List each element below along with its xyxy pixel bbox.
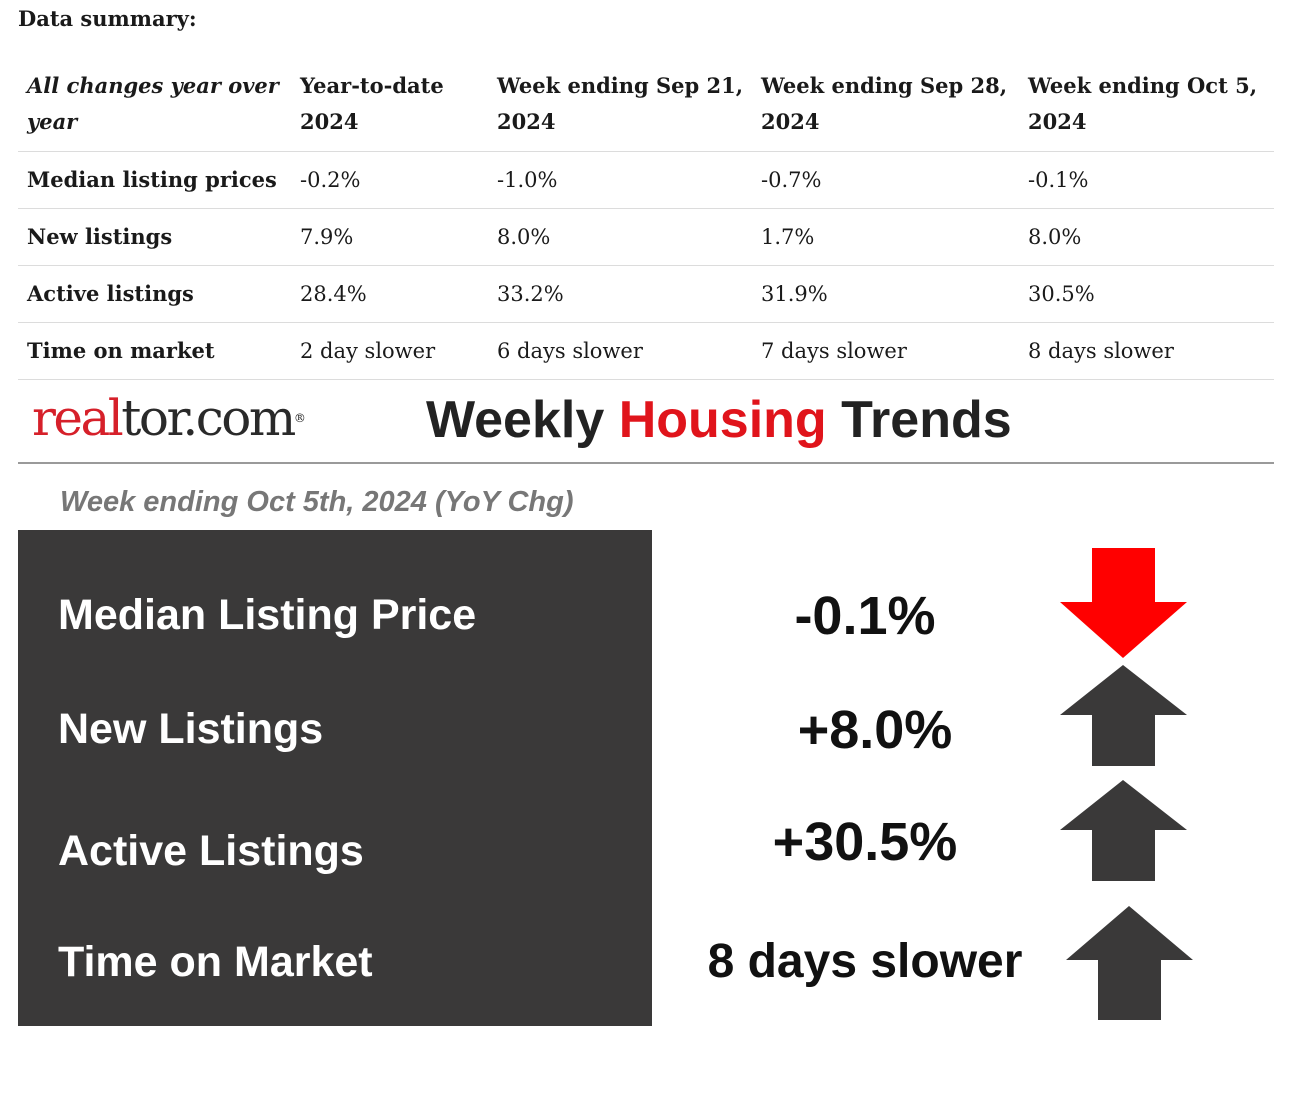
table-cell: -0.1%	[1019, 151, 1274, 209]
column-header: Week ending Sep 21, 2024	[488, 62, 752, 152]
weekly-housing-trends-infographic: realtor.com® Weekly Housing Trends Week …	[0, 380, 1292, 1096]
row-header: New listings	[18, 208, 291, 266]
title-part-1: Weekly	[426, 391, 619, 449]
row-header: Time on market	[18, 322, 291, 380]
arrow-down-shape	[1060, 548, 1187, 658]
metric-value-active-listings: +30.5%	[772, 812, 958, 872]
column-header: Year-to-date 2024	[291, 62, 488, 152]
column-header: Week ending Oct 5, 2024	[1019, 62, 1274, 152]
infographic-title: Weekly Housing Trends	[426, 390, 1012, 450]
arrow-up-shape	[1060, 780, 1187, 881]
logo-text-red: real	[32, 389, 124, 447]
table-cell: 6 days slower	[488, 322, 752, 380]
table-cell: 1.7%	[752, 208, 1019, 266]
arrow-up-icon	[1066, 906, 1193, 1020]
arrow-up-shape	[1060, 665, 1187, 766]
column-header: Week ending Sep 28, 2024	[752, 62, 1019, 152]
realtor-logo: realtor.com®	[32, 388, 306, 448]
registered-mark: ®	[293, 411, 306, 425]
table-cell: -0.2%	[291, 151, 488, 209]
table-cell: 28.4%	[291, 265, 488, 323]
table-row: Active listings 28.4% 33.2% 31.9% 30.5%	[18, 265, 1274, 323]
metric-labels-panel	[18, 530, 652, 1026]
metric-value-time-on-market: 8 days slower	[707, 935, 1023, 988]
title-part-2: Trends	[826, 391, 1012, 449]
metric-label-active-listings: Active Listings	[58, 827, 364, 875]
table-row: New listings 7.9% 8.0% 1.7% 8.0%	[18, 208, 1274, 266]
arrow-up-shape	[1066, 906, 1193, 1020]
row-header: Active listings	[18, 265, 291, 323]
title-accent: Housing	[618, 391, 827, 449]
metric-label-new-listings: New Listings	[58, 705, 324, 753]
table-cell: 33.2%	[488, 265, 752, 323]
metric-label-time-on-market: Time on Market	[58, 938, 373, 986]
metric-value-new-listings: +8.0%	[797, 700, 953, 760]
table-cell: 7 days slower	[752, 322, 1019, 380]
metric-value-median-listing-price: -0.1%	[794, 586, 936, 646]
logo-text-dark: tor.com	[121, 389, 296, 447]
table-row: Time on market 2 day slower 6 days slowe…	[18, 322, 1274, 380]
metric-label-median-listing-price: Median Listing Price	[58, 591, 477, 639]
table-cell: -0.7%	[752, 151, 1019, 209]
table-cell: 8.0%	[1019, 208, 1274, 266]
data-summary-heading: Data summary:	[18, 6, 197, 31]
table-cell: 8 days slower	[1019, 322, 1274, 380]
table-cell: 7.9%	[291, 208, 488, 266]
table-cell: 30.5%	[1019, 265, 1274, 323]
title-divider	[18, 462, 1274, 464]
arrow-down-icon	[1060, 548, 1187, 658]
table-header-row: All changes year over year Year-to-date …	[18, 62, 1274, 152]
arrow-up-icon	[1060, 665, 1187, 766]
table-corner-header: All changes year over year	[18, 62, 291, 152]
table-cell: 31.9%	[752, 265, 1019, 323]
data-summary-table: All changes year over year Year-to-date …	[18, 62, 1274, 380]
arrow-up-icon	[1060, 780, 1187, 881]
week-label: Week ending Oct 5th, 2024 (YoY Chg)	[60, 486, 574, 518]
table-row: Median listing prices -0.2% -1.0% -0.7% …	[18, 151, 1274, 209]
table-cell: 2 day slower	[291, 322, 488, 380]
row-header: Median listing prices	[18, 151, 291, 209]
table-cell: 8.0%	[488, 208, 752, 266]
table-cell: -1.0%	[488, 151, 752, 209]
